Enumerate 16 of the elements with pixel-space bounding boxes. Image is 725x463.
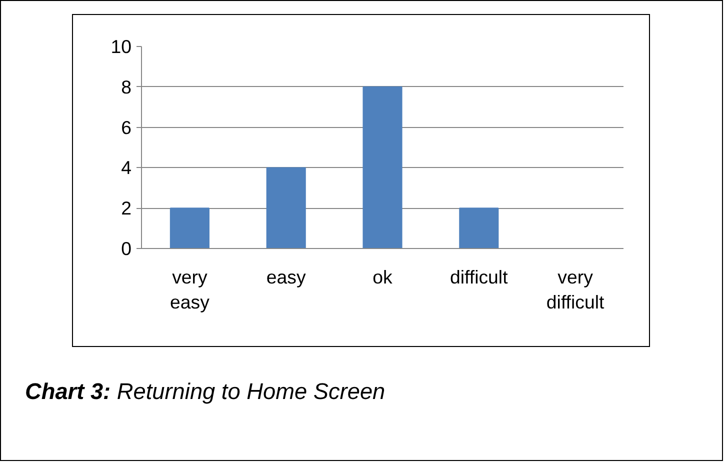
x-tick-label: very difficult <box>546 266 605 313</box>
x-tick-label: easy <box>266 266 306 288</box>
y-tick-label: 0 <box>121 238 132 259</box>
bar <box>266 167 306 248</box>
y-tick-label: 10 <box>110 36 132 57</box>
text: Chart 3: Returning to Home Screen <box>25 378 386 404</box>
y-tick-label: 8 <box>121 76 132 98</box>
bar <box>170 208 210 248</box>
bar <box>459 208 499 248</box>
y-tick-label: 6 <box>121 116 132 138</box>
x-tick-label: very easy <box>170 266 210 313</box>
y-tick-label: 4 <box>121 157 132 178</box>
y-tick-label: 2 <box>121 198 132 219</box>
x-tick-label: ok <box>372 266 394 288</box>
x-tick-label: difficult <box>450 266 509 288</box>
bar <box>362 86 402 248</box>
